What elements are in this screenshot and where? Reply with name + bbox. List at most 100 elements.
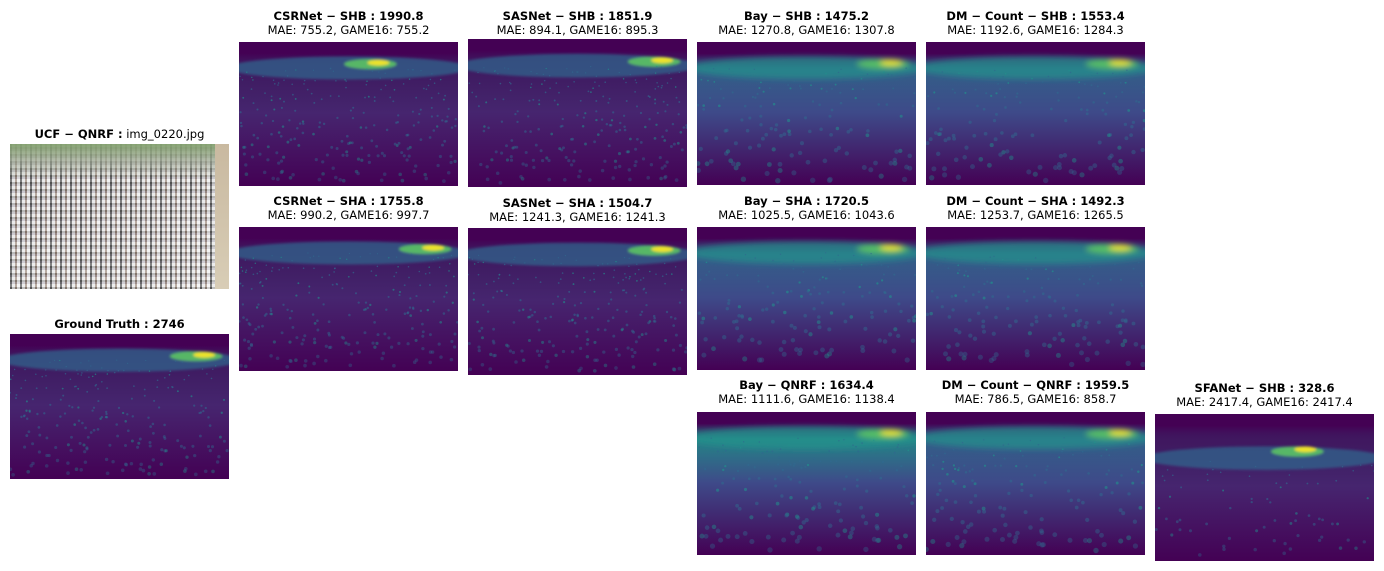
head-dot	[998, 505, 1003, 510]
hotspot-group	[926, 241, 1145, 265]
head-dot	[1121, 91, 1124, 94]
head-dot	[792, 260, 795, 262]
head-dot	[742, 531, 748, 536]
head-dot	[781, 537, 787, 543]
head-dot	[708, 158, 714, 164]
head-dot	[1371, 464, 1373, 467]
head-dot	[647, 95, 650, 98]
head-dot	[449, 154, 453, 158]
head-dot	[1096, 72, 1098, 74]
head-dot	[481, 336, 484, 340]
head-dot	[842, 487, 846, 491]
head-dot	[612, 111, 615, 114]
head-dot	[258, 152, 262, 156]
head-dot	[674, 266, 677, 268]
head-dot	[541, 259, 543, 261]
head-dot	[306, 88, 309, 91]
head-dot	[684, 350, 687, 354]
head-dot	[628, 177, 632, 182]
head-dot	[1338, 546, 1343, 550]
head-dot	[157, 406, 161, 409]
head-dot	[191, 444, 195, 448]
head-dot	[896, 333, 901, 339]
head-dot	[411, 69, 414, 71]
head-dot	[629, 137, 632, 141]
head-dot	[967, 318, 972, 322]
head-dot	[697, 103, 700, 107]
head-dot	[564, 254, 567, 257]
head-dot	[1266, 497, 1269, 501]
head-dot	[761, 452, 764, 454]
head-dot	[1043, 481, 1047, 484]
head-dot	[411, 110, 414, 113]
head-dot	[708, 270, 711, 273]
head-dot	[703, 533, 709, 539]
head-dot	[312, 361, 316, 366]
head-dot	[85, 446, 89, 450]
head-dot	[1057, 277, 1060, 281]
head-dot	[725, 149, 731, 154]
head-dot	[1109, 153, 1114, 159]
head-dot	[653, 137, 657, 140]
head-dot	[617, 282, 620, 284]
dm-count-qnrf-panel: DM − Count − QNRF : 1959.5 MAE: 786.5, G…	[926, 378, 1145, 555]
head-dot	[966, 275, 969, 278]
head-dot	[424, 272, 427, 275]
head-dot	[1140, 361, 1145, 368]
head-dot	[620, 328, 624, 332]
head-dot	[348, 141, 352, 145]
head-dot	[942, 460, 945, 463]
head-dot	[953, 500, 958, 504]
head-dot	[115, 423, 118, 426]
head-dot	[83, 450, 87, 454]
head-dot	[875, 525, 880, 531]
head-dot	[1055, 352, 1061, 358]
head-dot	[314, 157, 318, 162]
head-dot	[105, 471, 110, 476]
head-dot	[968, 470, 972, 473]
head-dot	[1025, 465, 1028, 468]
head-dot	[247, 322, 251, 325]
head-dots	[468, 65, 687, 185]
head-dot	[751, 95, 755, 99]
head-dot	[435, 125, 439, 128]
head-dot	[477, 71, 479, 74]
head-dot	[894, 149, 899, 154]
head-dot	[250, 88, 253, 90]
head-dot	[83, 460, 88, 464]
head-dot	[830, 108, 834, 112]
head-dot	[802, 270, 805, 273]
head-dot	[963, 464, 966, 467]
head-dot	[698, 446, 700, 449]
head-dot	[397, 141, 401, 145]
head-dot	[442, 98, 445, 101]
head-dot	[662, 100, 665, 103]
head-dot	[1005, 149, 1010, 154]
head-dot	[477, 345, 481, 349]
head-dot	[66, 443, 70, 447]
head-dot	[516, 120, 519, 124]
head-dot	[926, 456, 929, 459]
head-dot	[607, 144, 611, 148]
head-dot	[972, 133, 977, 138]
head-dot	[406, 342, 410, 346]
head-dot	[724, 464, 727, 468]
head-dot	[1056, 91, 1059, 94]
head-dot	[376, 154, 380, 158]
head-dot	[568, 319, 571, 323]
head-dot	[593, 340, 597, 344]
head-dot	[512, 282, 515, 285]
density-map-svg	[468, 228, 687, 375]
head-dot	[713, 277, 716, 280]
head-dot	[296, 127, 299, 130]
head-dot	[586, 338, 590, 342]
head-dot	[1071, 170, 1077, 176]
head-dot	[800, 294, 803, 298]
head-dot	[450, 254, 453, 257]
head-dot	[398, 294, 401, 297]
head-dot	[163, 436, 167, 440]
head-dot	[1078, 278, 1081, 281]
head-dot	[790, 530, 795, 536]
head-dot	[838, 440, 840, 442]
head-dot	[364, 126, 368, 129]
